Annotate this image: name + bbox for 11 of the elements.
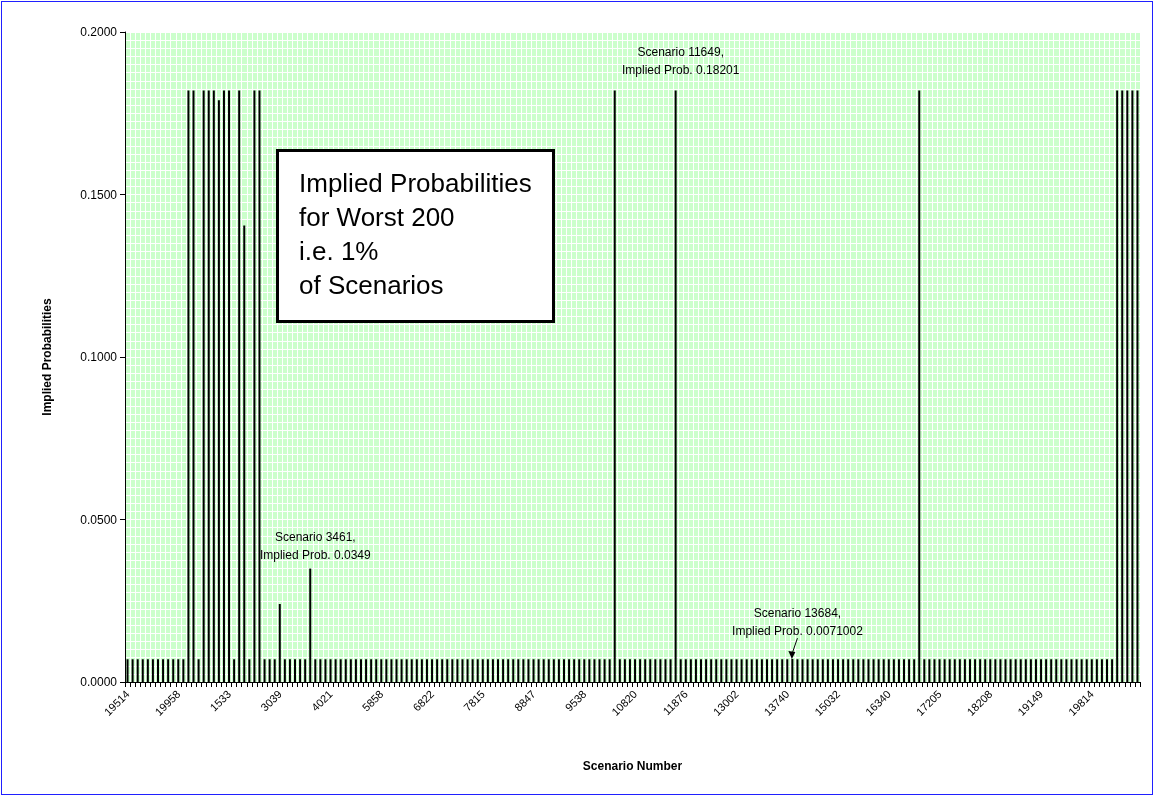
y-tick-label: 0.0000 [80,675,118,689]
y-tick-label: 0.2000 [80,25,118,39]
annotation: Scenario 3461, Implied Prob. 0.0349 [259,529,371,562]
text: Implied Probabilities for Worst 200 i.e. 1% of Scenarios [299,168,532,300]
y-axis-title: Implied Probabilities [40,298,54,416]
y-tick-label: 0.1000 [80,350,118,364]
y-tick-label: 0.0500 [80,512,118,527]
x-axis-title: Scenario Number [582,759,683,773]
y-tick-label: 0.1500 [80,187,118,202]
annotation: Scenario 11649, Implied Prob. 0.18201 [622,45,740,78]
annotation: Scenario 13684, Implied Prob. 0.0071002 [732,605,864,638]
